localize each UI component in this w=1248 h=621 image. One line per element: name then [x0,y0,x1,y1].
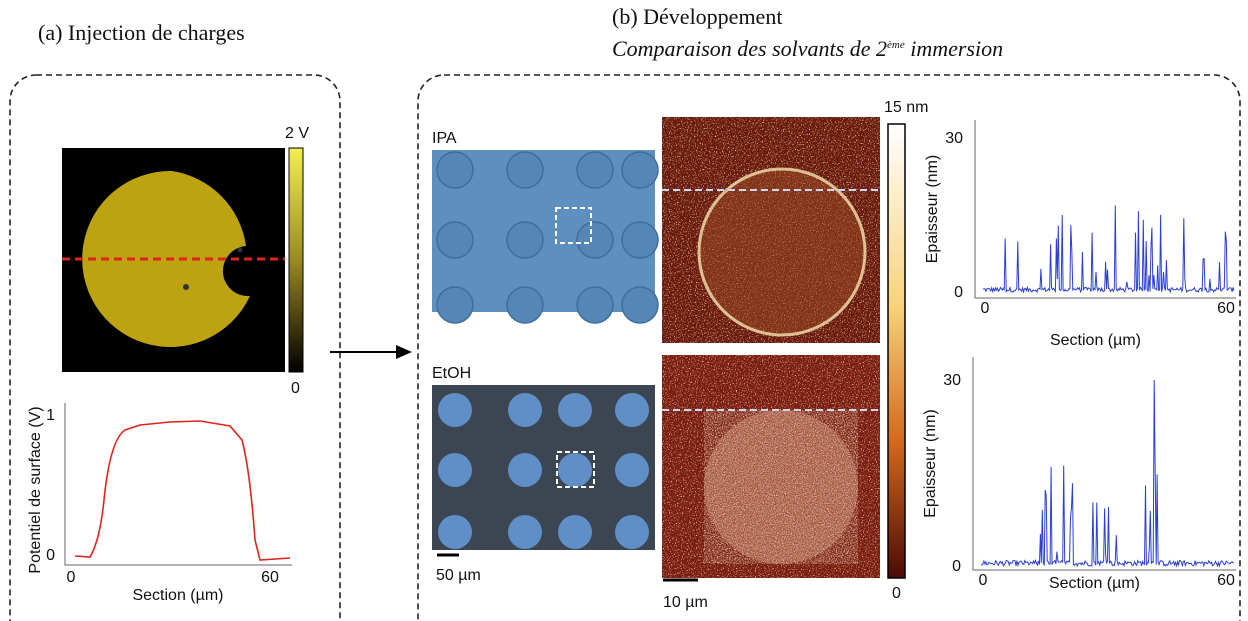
optical-image [432,150,659,324]
panel-title: (b) Développement [612,4,782,29]
y-tick-label: 0 [46,547,55,564]
zoom-box [556,451,595,488]
pillar [576,286,614,324]
scale-label: 10 µm [663,594,708,611]
y-tick-label: 0 [952,558,961,575]
row-label: EtOH [432,365,471,382]
y-tick-label: 1 [46,407,55,424]
scale-label: 50 µm [436,567,481,584]
pillar [558,393,592,427]
axes [974,120,1236,299]
pillar [576,151,614,189]
axes [972,357,1236,571]
pillar [436,151,474,189]
x-tick-label: 60 [1217,300,1235,317]
panel-frame [9,74,341,621]
colorbar-max: 15 nm [884,99,928,116]
panel-frame [417,74,1241,621]
y-tick-label: 30 [945,130,963,147]
y-axis-label: Epaisseur (nm) [922,409,939,517]
arrow-head [396,345,412,359]
pillar [436,286,474,324]
pillar [506,151,544,189]
pillar [508,453,542,487]
zoom-box [555,207,592,244]
pillar [615,393,649,427]
panel-title: (a) Injection de charges [38,20,245,45]
profile-trace [982,205,1235,294]
x-axis-label: Section (µm) [1049,575,1140,592]
x-tick-label: 0 [979,572,988,589]
defect [237,247,243,253]
pillar [436,221,474,259]
axes [64,403,292,566]
pillar [508,515,542,549]
panel-subtitle: Comparaison des solvants de 2ème immersi… [612,36,1003,61]
colorbar-min: 0 [291,380,300,397]
pillar [438,393,472,427]
pillar [506,286,544,324]
y-tick-label: 30 [943,372,961,389]
pillar [506,221,544,259]
pillar [438,515,472,549]
optical-image [432,385,655,550]
pillar [558,515,592,549]
profile-trace [74,420,291,561]
y-axis-label: Epaisseur (nm) [924,155,941,263]
pillar [615,453,649,487]
profile-trace [980,379,1235,568]
pillar [508,393,542,427]
pillar [615,515,649,549]
subtitle-sup: ème [887,39,905,51]
afm-image [662,117,880,343]
pillar [576,221,614,259]
x-tick-label: 0 [981,300,990,317]
x-tick-label: 60 [261,569,279,586]
pillar [621,151,659,189]
colorbar [887,123,906,579]
pillar [621,286,659,324]
pillar [438,453,472,487]
x-tick-label: 0 [67,569,76,586]
row-label: IPA [432,130,457,147]
subtitle-text: immersion [905,36,1003,61]
colorbar-min: 0 [892,585,901,602]
x-axis-label: Section (µm) [132,587,223,604]
subtitle-text: Comparaison des solvants de 2 [612,36,887,61]
y-axis-label: Potentiel de surface (V) [27,406,44,573]
x-tick-label: 60 [1217,572,1235,589]
colorbar-max: 2 V [285,125,309,142]
y-tick-label: 0 [954,284,963,301]
defect [183,284,189,290]
afm-image [662,355,880,578]
pillar [621,221,659,259]
x-axis-label: Section (µm) [1050,332,1141,349]
pillar [558,453,592,487]
colorbar [288,147,304,373]
